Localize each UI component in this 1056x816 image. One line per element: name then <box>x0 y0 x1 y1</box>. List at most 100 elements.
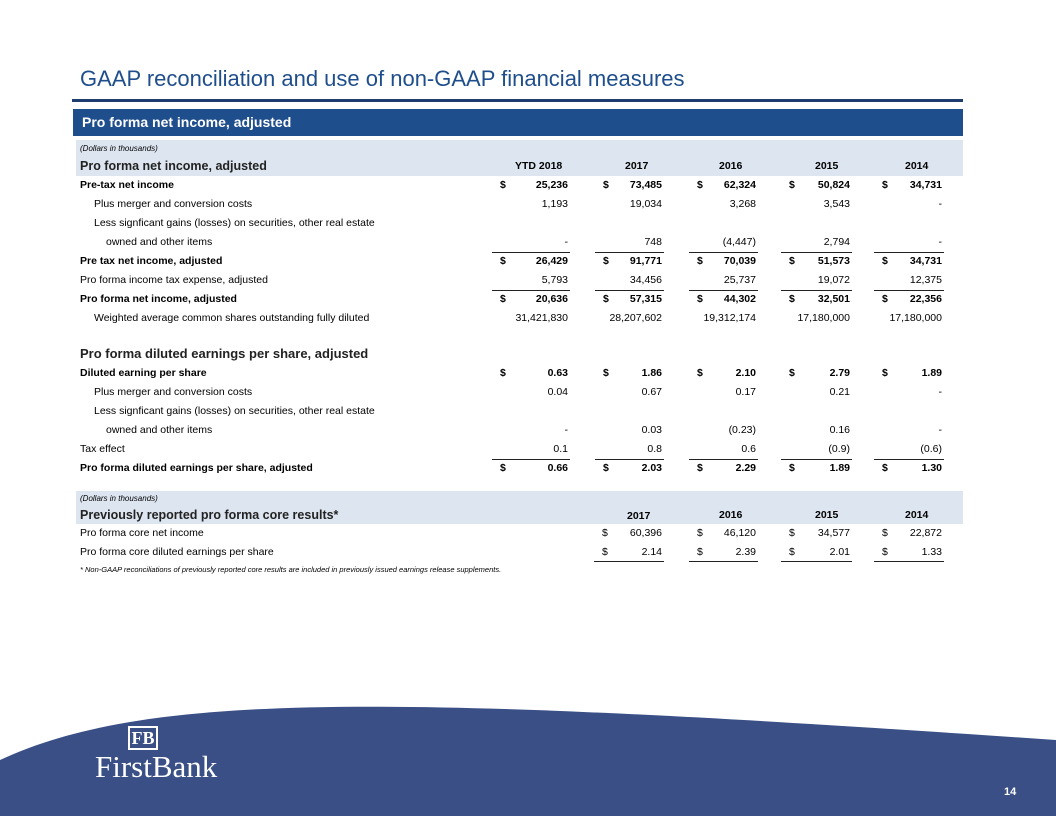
currency-symbol: $ <box>789 527 795 539</box>
cell-value: - <box>938 198 943 210</box>
currency-symbol: $ <box>603 179 609 191</box>
table-row: Pro forma net income, adjusted 20,636 $57,… <box>76 290 963 309</box>
cell-value: 25,737 <box>723 274 756 286</box>
row-label: owned and other items <box>106 236 213 248</box>
table-row: Pre-tax net income 25,236 $73,485 $62,324 $5… <box>76 176 963 195</box>
currency-symbol: $ <box>882 367 888 379</box>
col-header: 2017 <box>627 510 651 522</box>
table-row: Less signficant gains (losses) on securi… <box>76 214 963 233</box>
total-rule <box>595 252 664 253</box>
currency-symbol: $ <box>882 293 888 305</box>
row-label: Pro forma core diluted earnings per shar… <box>80 546 274 558</box>
cell-value: 0.21 <box>829 386 850 398</box>
cell-value: - <box>938 236 943 248</box>
cell-value: 34,731 <box>909 255 942 267</box>
cell-value: - <box>564 236 569 248</box>
total-rule <box>689 561 758 562</box>
cell-value: 26,429 <box>535 255 568 267</box>
table-row: Pro forma income tax expense, adjusted 5,… <box>76 271 963 290</box>
cell-value: 1,193 <box>541 198 568 210</box>
brand-name: FirstBank <box>95 749 218 784</box>
total-rule <box>689 459 758 460</box>
cell-value: 60,396 <box>629 527 662 539</box>
section-band: Pro forma net income, adjusted <box>73 109 963 136</box>
cell-value: 2,794 <box>823 236 850 248</box>
cell-value: 31,421,830 <box>515 312 568 324</box>
total-rule <box>492 290 570 291</box>
table-row: Pre tax net income, adjusted 26,429 $91,77… <box>76 252 963 271</box>
table-header: Previously reported pro forma core resul… <box>80 508 339 522</box>
currency-symbol: $ <box>882 546 888 558</box>
table-row: Pro forma diluted earnings per share, ad… <box>76 459 963 478</box>
currency-symbol: $ <box>697 527 703 539</box>
cell-value: 17,180,000 <box>797 312 850 324</box>
table-header: Pro forma net income, adjusted <box>80 159 267 173</box>
cell-value: 0.63 <box>547 367 568 379</box>
cell-value: 0.16 <box>829 424 850 436</box>
row-label: Pro forma net income, adjusted <box>80 293 237 305</box>
col-header: 2014 <box>905 160 929 172</box>
currency-symbol: $ <box>882 255 888 267</box>
cell-value: 34,731 <box>909 179 942 191</box>
cell-value: 73,485 <box>629 179 662 191</box>
currency-symbol: $ <box>697 179 703 191</box>
total-rule <box>781 459 852 460</box>
cell-value: (0.6) <box>920 443 942 455</box>
page-title: GAAP reconciliation and use of non-GAAP … <box>80 66 685 91</box>
currency-symbol: $ <box>789 367 795 379</box>
row-label: owned and other items <box>106 424 213 436</box>
cell-value: 20,636 <box>535 293 568 305</box>
cell-value: 50,824 <box>817 179 850 191</box>
cell-value: 1.86 <box>641 367 662 379</box>
footnote: * Non-GAAP reconciliations of previously… <box>80 565 502 574</box>
row-label: Pro forma income tax expense, adjusted <box>80 274 268 286</box>
currency-symbol: $ <box>602 527 608 539</box>
cell-value: 3,268 <box>729 198 756 210</box>
col-header: 2016 <box>719 160 743 172</box>
cell-value: - <box>938 386 943 398</box>
cell-value: 2.39 <box>735 546 756 558</box>
currency-symbol: $ <box>882 462 888 474</box>
currency-symbol: $ <box>789 255 795 267</box>
row-label: Tax effect <box>80 443 125 455</box>
table-row: owned and other items - 0.03 (0.23) 0.16 - <box>76 421 963 440</box>
cell-value: 51,573 <box>817 255 850 267</box>
total-rule <box>492 459 570 460</box>
row-label: Less signficant gains (losses) on securi… <box>94 217 375 229</box>
table-row: Weighted average common shares outstandi… <box>76 309 963 328</box>
units-note: (Dollars in thousands) <box>80 144 158 153</box>
cell-value: (4,447) <box>722 236 756 248</box>
cell-value: 0.04 <box>547 386 568 398</box>
table-row: Tax effect 0.1 0.8 0.6 (0.9) (0.6) <box>76 440 963 459</box>
currency-symbol: $ <box>602 546 608 558</box>
total-rule <box>781 561 852 562</box>
currency-symbol: $ <box>882 527 888 539</box>
cell-value: 748 <box>644 236 662 248</box>
currency-symbol: $ <box>789 293 795 305</box>
total-rule <box>595 459 664 460</box>
currency-symbol: $ <box>603 462 609 474</box>
currency-symbol: $ <box>500 293 506 305</box>
total-rule <box>874 290 944 291</box>
currency-symbol: $ <box>500 462 506 474</box>
row-label: Plus merger and conversion costs <box>94 386 253 398</box>
currency-symbol: $ <box>697 462 703 474</box>
table-row: Diluted earning per share 0.63 $1.86 $2.10 $… <box>76 364 963 383</box>
cell-value: 1.89 <box>829 462 850 474</box>
cell-value: 0.8 <box>647 443 662 455</box>
cell-value: 2.79 <box>829 367 850 379</box>
row-label: Pre-tax net income <box>80 179 174 191</box>
total-rule <box>689 252 758 253</box>
table-row: Plus merger and conversion costs 1,193 19,… <box>76 195 963 214</box>
table-row: Pro forma core net income 60,396 $46,120 $3… <box>76 524 963 543</box>
currency-symbol: $ <box>697 546 703 558</box>
cell-value: 2.03 <box>641 462 662 474</box>
cell-value: 22,356 <box>909 293 942 305</box>
cell-value: 25,236 <box>535 179 568 191</box>
cell-value: - <box>564 424 569 436</box>
col-header: 2017 <box>625 160 649 172</box>
col-header: 2015 <box>815 160 839 172</box>
currency-symbol: $ <box>603 293 609 305</box>
page-number: 14 <box>1004 786 1017 798</box>
cell-value: 17,180,000 <box>889 312 942 324</box>
